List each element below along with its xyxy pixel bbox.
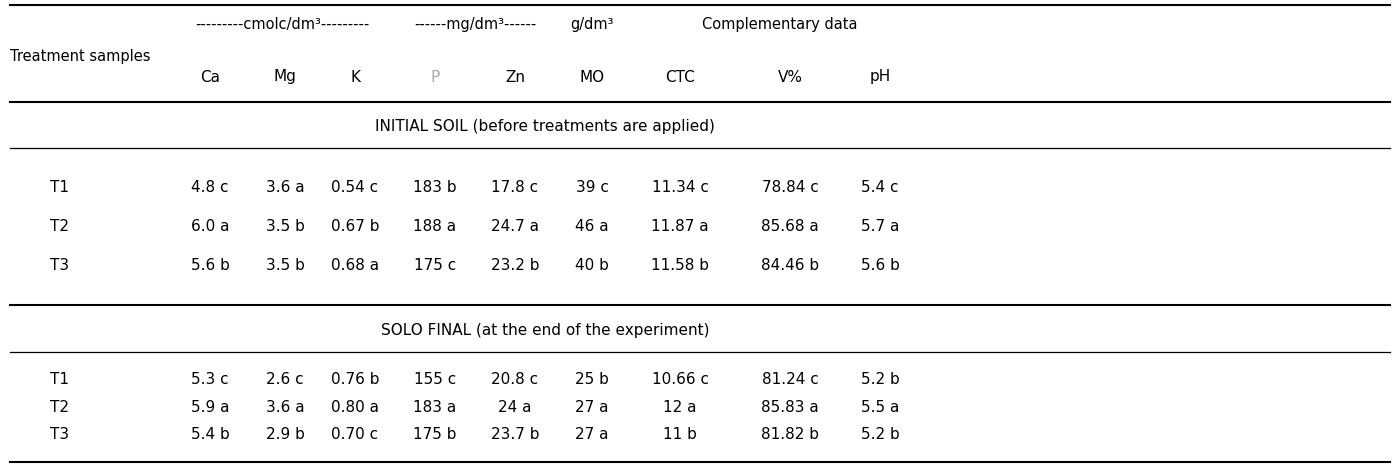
Text: 27 a: 27 a xyxy=(575,427,609,442)
Text: 5.2 b: 5.2 b xyxy=(861,372,899,387)
Text: 11.87 a: 11.87 a xyxy=(651,219,708,234)
Text: 2.9 b: 2.9 b xyxy=(266,427,304,442)
Text: Treatment samples: Treatment samples xyxy=(10,50,151,65)
Text: K: K xyxy=(350,70,360,85)
Text: 85.83 a: 85.83 a xyxy=(762,400,819,415)
Text: 11.34 c: 11.34 c xyxy=(651,180,708,195)
Text: T2: T2 xyxy=(50,400,70,415)
Text: 10.66 c: 10.66 c xyxy=(651,372,708,387)
Text: 175 b: 175 b xyxy=(413,427,456,442)
Text: 3.6 a: 3.6 a xyxy=(266,180,304,195)
Text: 3.5 b: 3.5 b xyxy=(266,258,304,273)
Text: MO: MO xyxy=(580,70,605,85)
Text: pH: pH xyxy=(869,70,890,85)
Text: 17.8 c: 17.8 c xyxy=(491,180,539,195)
Text: 78.84 c: 78.84 c xyxy=(762,180,819,195)
Text: P: P xyxy=(430,70,440,85)
Text: SOLO FINAL (at the end of the experiment): SOLO FINAL (at the end of the experiment… xyxy=(381,322,710,337)
Text: 0.70 c: 0.70 c xyxy=(332,427,378,442)
Text: 5.6 b: 5.6 b xyxy=(861,258,899,273)
Text: 27 a: 27 a xyxy=(575,400,609,415)
Text: Zn: Zn xyxy=(505,70,525,85)
Text: 5.6 b: 5.6 b xyxy=(190,258,230,273)
Text: 5.5 a: 5.5 a xyxy=(861,400,899,415)
Text: 85.68 a: 85.68 a xyxy=(762,219,819,234)
Text: T3: T3 xyxy=(50,258,70,273)
Text: 0.68 a: 0.68 a xyxy=(330,258,379,273)
Text: 5.2 b: 5.2 b xyxy=(861,427,899,442)
Text: 24 a: 24 a xyxy=(498,400,532,415)
Text: 84.46 b: 84.46 b xyxy=(762,258,819,273)
Text: 20.8 c: 20.8 c xyxy=(491,372,539,387)
Text: INITIAL SOIL (before treatments are applied): INITIAL SOIL (before treatments are appl… xyxy=(375,119,715,134)
Text: g/dm³: g/dm³ xyxy=(570,17,613,32)
Text: Mg: Mg xyxy=(273,70,297,85)
Text: V%: V% xyxy=(777,70,802,85)
Text: ---------cmolc/dm³---------: ---------cmolc/dm³--------- xyxy=(196,17,370,32)
Text: 183 a: 183 a xyxy=(413,400,456,415)
Text: 155 c: 155 c xyxy=(414,372,456,387)
Text: T1: T1 xyxy=(50,180,70,195)
Text: 188 a: 188 a xyxy=(413,219,456,234)
Text: Ca: Ca xyxy=(200,70,220,85)
Text: 5.3 c: 5.3 c xyxy=(192,372,228,387)
Text: 183 b: 183 b xyxy=(413,180,456,195)
Text: 24.7 a: 24.7 a xyxy=(491,219,539,234)
Text: 2.6 c: 2.6 c xyxy=(266,372,304,387)
Text: T2: T2 xyxy=(50,219,70,234)
Text: ------mg/dm³------: ------mg/dm³------ xyxy=(414,17,536,32)
Text: 0.80 a: 0.80 a xyxy=(330,400,379,415)
Text: 12 a: 12 a xyxy=(664,400,697,415)
Text: 39 c: 39 c xyxy=(575,180,609,195)
Text: CTC: CTC xyxy=(665,70,694,85)
Text: 4.8 c: 4.8 c xyxy=(192,180,228,195)
Text: 5.4 c: 5.4 c xyxy=(861,180,899,195)
Text: 3.5 b: 3.5 b xyxy=(266,219,304,234)
Text: 81.82 b: 81.82 b xyxy=(762,427,819,442)
Text: T3: T3 xyxy=(50,427,70,442)
Text: 0.67 b: 0.67 b xyxy=(330,219,379,234)
Text: 0.76 b: 0.76 b xyxy=(330,372,379,387)
Text: 11.58 b: 11.58 b xyxy=(651,258,708,273)
Text: 5.4 b: 5.4 b xyxy=(190,427,230,442)
Text: 6.0 a: 6.0 a xyxy=(190,219,230,234)
Text: T1: T1 xyxy=(50,372,70,387)
Text: 3.6 a: 3.6 a xyxy=(266,400,304,415)
Text: 11 b: 11 b xyxy=(664,427,697,442)
Text: 46 a: 46 a xyxy=(575,219,609,234)
Text: 25 b: 25 b xyxy=(575,372,609,387)
Text: 23.7 b: 23.7 b xyxy=(491,427,539,442)
Text: 5.7 a: 5.7 a xyxy=(861,219,899,234)
Text: 5.9 a: 5.9 a xyxy=(190,400,230,415)
Text: 40 b: 40 b xyxy=(575,258,609,273)
Text: 175 c: 175 c xyxy=(414,258,456,273)
Text: 81.24 c: 81.24 c xyxy=(762,372,819,387)
Text: 0.54 c: 0.54 c xyxy=(332,180,378,195)
Text: Complementary data: Complementary data xyxy=(703,17,858,32)
Text: 23.2 b: 23.2 b xyxy=(491,258,539,273)
